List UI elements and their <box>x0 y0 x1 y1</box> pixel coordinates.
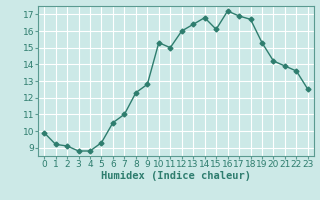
X-axis label: Humidex (Indice chaleur): Humidex (Indice chaleur) <box>101 171 251 181</box>
